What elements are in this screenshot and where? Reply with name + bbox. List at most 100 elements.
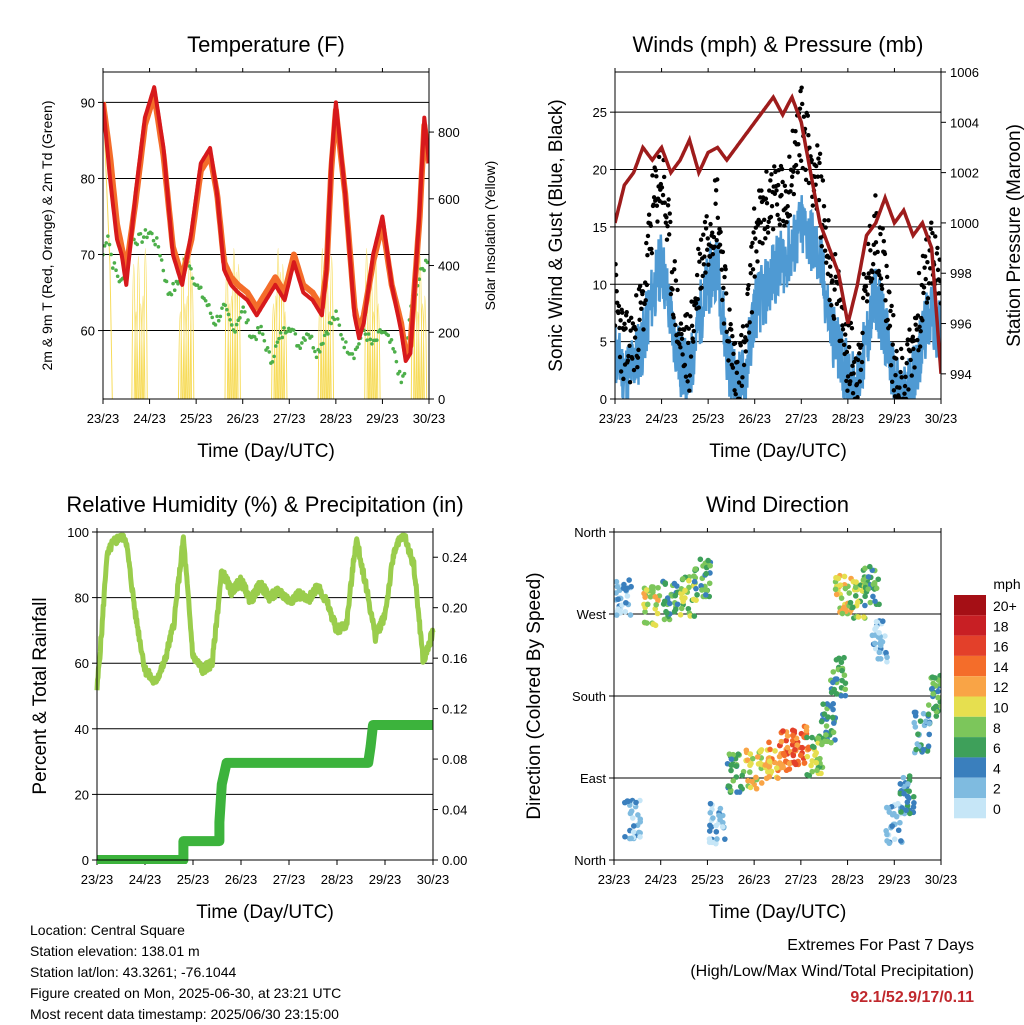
gust-point bbox=[880, 226, 885, 231]
gust-point bbox=[773, 169, 778, 175]
direction-point bbox=[806, 772, 813, 779]
y-tick-label: 80 bbox=[81, 171, 95, 186]
x-tick-label: 25/23 bbox=[180, 411, 213, 426]
direction-point bbox=[786, 766, 793, 772]
direction-point bbox=[642, 609, 648, 615]
x-tick-label: 29/23 bbox=[878, 411, 911, 426]
humidity-line bbox=[94, 532, 436, 691]
direction-point bbox=[766, 773, 773, 780]
x-tick-label: 25/23 bbox=[691, 872, 724, 887]
plot-area bbox=[615, 85, 941, 399]
gust-point bbox=[740, 375, 745, 380]
gust-point bbox=[737, 396, 742, 399]
gust-point bbox=[755, 259, 760, 264]
direction-point bbox=[678, 605, 685, 612]
dewpoint-point bbox=[272, 354, 276, 359]
dewpoint-point bbox=[226, 312, 231, 317]
gust-point bbox=[720, 249, 726, 255]
gust-point bbox=[918, 328, 923, 334]
gust-point bbox=[686, 326, 691, 331]
dewpoint-point bbox=[386, 333, 391, 338]
direction-point bbox=[650, 621, 657, 627]
gust-point bbox=[750, 267, 756, 272]
gust-point bbox=[887, 290, 892, 295]
direction-point bbox=[877, 642, 884, 649]
dewpoint-point bbox=[270, 360, 275, 364]
direction-point bbox=[783, 737, 789, 744]
direction-point bbox=[630, 823, 637, 829]
dewpoint-point bbox=[342, 345, 347, 350]
gust-point bbox=[779, 166, 785, 172]
gust-point bbox=[781, 218, 786, 224]
y-tick-label: 15 bbox=[593, 220, 607, 235]
gust-point bbox=[684, 311, 690, 317]
dewpoint-point bbox=[262, 338, 267, 343]
gust-point bbox=[752, 274, 757, 279]
direction-point bbox=[791, 728, 798, 734]
direction-point bbox=[841, 654, 847, 661]
gust-point bbox=[726, 358, 731, 363]
y-tick-label: 20 bbox=[593, 163, 607, 178]
direction-point bbox=[707, 822, 713, 829]
direction-point bbox=[728, 756, 735, 762]
direction-point bbox=[911, 800, 917, 806]
gust-point bbox=[753, 225, 759, 230]
direction-point bbox=[707, 800, 714, 807]
dewpoint-point bbox=[389, 337, 394, 342]
direction-point bbox=[722, 836, 728, 842]
gust-point bbox=[917, 344, 923, 349]
gust-point bbox=[827, 297, 832, 303]
direction-point bbox=[818, 718, 825, 725]
gust-point bbox=[670, 287, 675, 292]
gust-point bbox=[807, 145, 812, 150]
gust-point bbox=[687, 388, 692, 393]
gust-point bbox=[776, 167, 781, 173]
direction-point bbox=[862, 565, 868, 572]
direction-point bbox=[627, 612, 634, 618]
gust-point bbox=[646, 212, 652, 217]
y2-tick-label: 0.00 bbox=[442, 853, 467, 868]
direction-point bbox=[622, 608, 629, 615]
gust-point bbox=[712, 244, 717, 249]
dewpoint-point bbox=[368, 337, 373, 342]
direction-point bbox=[889, 811, 896, 818]
x-tick-label: 30/23 bbox=[413, 411, 446, 426]
gust-point bbox=[782, 183, 788, 189]
direction-point bbox=[766, 758, 773, 765]
chart-panel-3: Relative Humidity (%) & Precipitation (i… bbox=[30, 492, 467, 923]
gust-point bbox=[691, 328, 696, 334]
y2-axis-label: Solar Insolation (Yellow) bbox=[482, 161, 498, 311]
dewpoint-point bbox=[112, 261, 117, 265]
y-tick-label: 60 bbox=[75, 656, 89, 671]
direction-point bbox=[828, 739, 834, 746]
y2-tick-label: 0.08 bbox=[442, 752, 467, 767]
dewpoint-point bbox=[399, 380, 404, 385]
direction-point bbox=[685, 605, 692, 612]
gust-point bbox=[750, 240, 755, 246]
direction-point bbox=[876, 629, 882, 636]
direction-point bbox=[932, 675, 938, 681]
dewpoint-point bbox=[291, 328, 296, 332]
direction-point bbox=[719, 824, 726, 830]
dewpoint-point bbox=[256, 326, 260, 330]
gust-point bbox=[627, 379, 633, 385]
gust-point bbox=[774, 202, 780, 207]
gust-point bbox=[770, 226, 776, 232]
x-tick-label: 29/23 bbox=[369, 872, 402, 887]
direction-point bbox=[870, 593, 876, 600]
dewpoint-point bbox=[114, 268, 118, 273]
direction-point bbox=[920, 746, 927, 753]
direction-point bbox=[837, 582, 844, 588]
gust-point bbox=[701, 232, 706, 237]
legend-label: 6 bbox=[993, 740, 1001, 756]
dewpoint-point bbox=[287, 326, 291, 331]
gust-point bbox=[723, 267, 728, 272]
gust-point bbox=[796, 142, 801, 147]
gust-point bbox=[805, 113, 811, 118]
gust-point bbox=[689, 299, 694, 304]
gust-point bbox=[782, 223, 787, 228]
gust-point bbox=[626, 353, 631, 359]
gust-point bbox=[817, 151, 823, 156]
dewpoint-point bbox=[169, 292, 174, 297]
direction-point bbox=[823, 723, 830, 729]
